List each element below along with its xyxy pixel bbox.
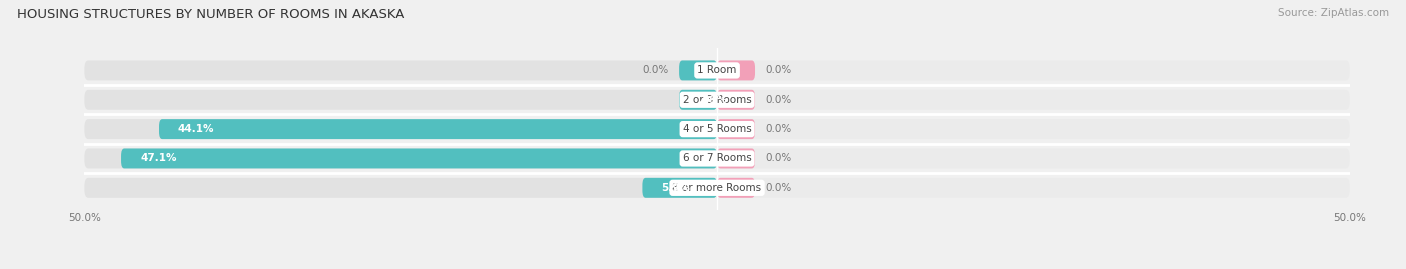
Text: 0.0%: 0.0% (643, 65, 669, 75)
Text: 47.1%: 47.1% (141, 154, 177, 164)
Text: 0.0%: 0.0% (765, 95, 792, 105)
Text: 8 or more Rooms: 8 or more Rooms (672, 183, 762, 193)
FancyBboxPatch shape (717, 178, 1350, 198)
FancyBboxPatch shape (717, 90, 1350, 110)
Text: 0.0%: 0.0% (765, 65, 792, 75)
Text: Source: ZipAtlas.com: Source: ZipAtlas.com (1278, 8, 1389, 18)
FancyBboxPatch shape (84, 178, 717, 198)
Text: 0.0%: 0.0% (765, 154, 792, 164)
FancyBboxPatch shape (717, 148, 1350, 168)
FancyBboxPatch shape (717, 119, 1350, 139)
FancyBboxPatch shape (717, 119, 755, 139)
Text: 0.0%: 0.0% (765, 183, 792, 193)
FancyBboxPatch shape (643, 178, 717, 198)
Text: 1 Room: 1 Room (697, 65, 737, 75)
FancyBboxPatch shape (717, 178, 755, 198)
FancyBboxPatch shape (717, 148, 755, 168)
FancyBboxPatch shape (121, 148, 717, 168)
Text: 2 or 3 Rooms: 2 or 3 Rooms (683, 95, 751, 105)
FancyBboxPatch shape (84, 61, 717, 80)
FancyBboxPatch shape (159, 119, 717, 139)
Text: 44.1%: 44.1% (179, 124, 215, 134)
Text: 2.9%: 2.9% (699, 95, 727, 105)
FancyBboxPatch shape (84, 90, 717, 110)
FancyBboxPatch shape (717, 61, 755, 80)
Text: 0.0%: 0.0% (765, 124, 792, 134)
FancyBboxPatch shape (679, 90, 717, 110)
FancyBboxPatch shape (679, 61, 717, 80)
Text: 6 or 7 Rooms: 6 or 7 Rooms (683, 154, 751, 164)
Text: HOUSING STRUCTURES BY NUMBER OF ROOMS IN AKASKA: HOUSING STRUCTURES BY NUMBER OF ROOMS IN… (17, 8, 405, 21)
FancyBboxPatch shape (717, 90, 755, 110)
Text: 4 or 5 Rooms: 4 or 5 Rooms (683, 124, 751, 134)
FancyBboxPatch shape (717, 61, 1350, 80)
FancyBboxPatch shape (84, 148, 717, 168)
Text: 5.9%: 5.9% (661, 183, 690, 193)
FancyBboxPatch shape (84, 119, 717, 139)
